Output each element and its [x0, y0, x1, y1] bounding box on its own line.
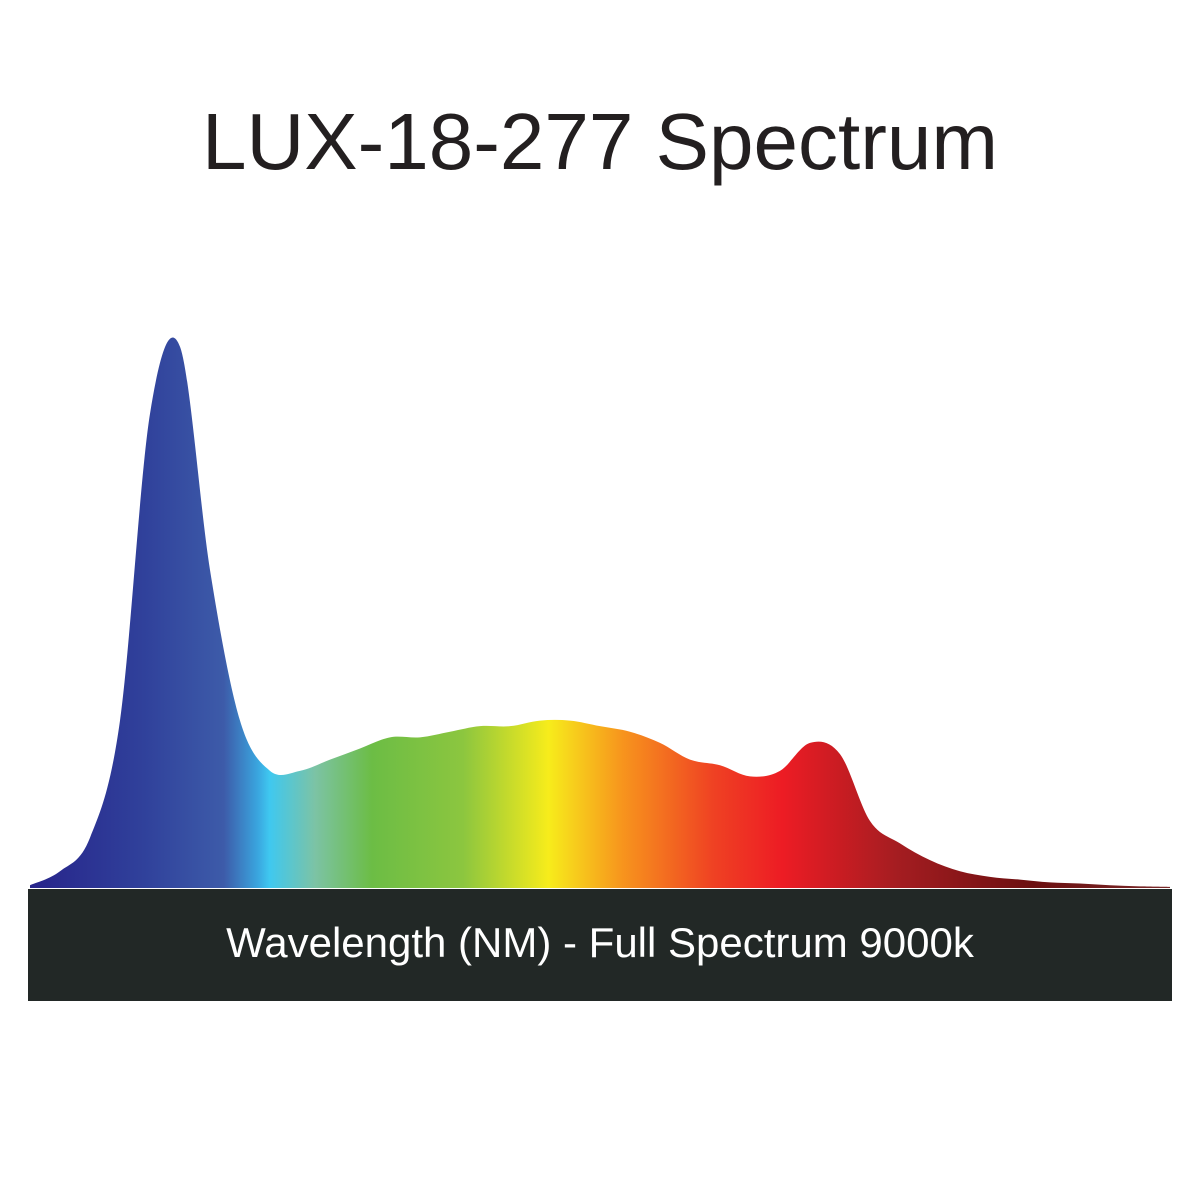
axis-band: [28, 889, 1172, 1001]
x-axis-label: Wavelength (NM) - Full Spectrum 9000k: [226, 919, 975, 966]
spectrum-area: [30, 337, 1170, 888]
chart-title: LUX-18-277 Spectrum: [202, 97, 998, 186]
